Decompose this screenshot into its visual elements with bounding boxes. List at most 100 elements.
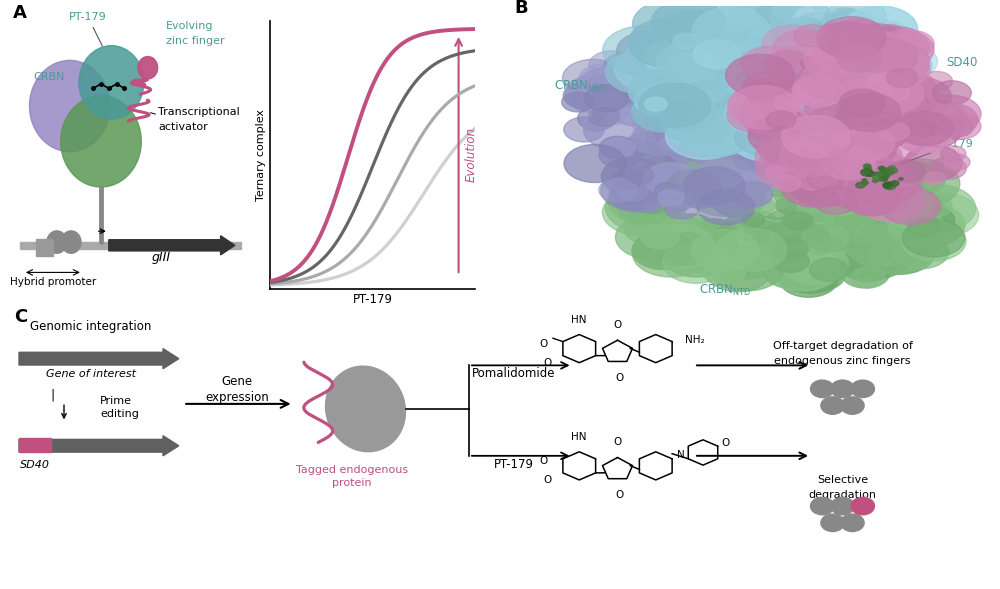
Circle shape xyxy=(704,195,724,207)
Text: CRBN$_{\rm NTD}$: CRBN$_{\rm NTD}$ xyxy=(699,283,752,299)
Circle shape xyxy=(756,148,816,185)
Circle shape xyxy=(707,111,750,137)
Circle shape xyxy=(645,27,687,53)
Circle shape xyxy=(712,218,787,264)
Circle shape xyxy=(764,155,784,167)
Circle shape xyxy=(860,179,906,207)
Circle shape xyxy=(764,209,813,240)
Circle shape xyxy=(753,125,782,143)
Circle shape xyxy=(654,117,699,145)
Circle shape xyxy=(882,168,894,176)
Circle shape xyxy=(884,182,896,190)
Circle shape xyxy=(672,112,737,151)
Circle shape xyxy=(707,124,730,138)
Circle shape xyxy=(857,121,924,162)
Circle shape xyxy=(915,194,952,217)
Circle shape xyxy=(814,55,871,91)
Text: zinc finger: zinc finger xyxy=(166,36,225,46)
Circle shape xyxy=(796,18,877,68)
Circle shape xyxy=(753,199,776,213)
Circle shape xyxy=(904,100,967,138)
Circle shape xyxy=(840,113,902,151)
Circle shape xyxy=(578,82,608,101)
Circle shape xyxy=(811,276,833,290)
Circle shape xyxy=(864,122,908,148)
Circle shape xyxy=(747,105,788,130)
Circle shape xyxy=(762,25,823,62)
Circle shape xyxy=(666,170,721,204)
Circle shape xyxy=(765,148,807,174)
Circle shape xyxy=(868,30,920,61)
Circle shape xyxy=(839,89,885,117)
Circle shape xyxy=(731,181,773,207)
Circle shape xyxy=(700,48,742,74)
Circle shape xyxy=(673,180,697,194)
Circle shape xyxy=(890,181,899,186)
Circle shape xyxy=(718,87,756,110)
Circle shape xyxy=(750,108,817,149)
Circle shape xyxy=(798,118,820,131)
Circle shape xyxy=(716,0,772,34)
Text: Evolving: Evolving xyxy=(166,21,214,31)
Circle shape xyxy=(564,117,604,142)
Circle shape xyxy=(878,45,930,77)
Circle shape xyxy=(726,183,766,208)
Circle shape xyxy=(697,60,721,75)
Circle shape xyxy=(811,380,834,398)
Circle shape xyxy=(779,254,843,293)
Circle shape xyxy=(851,380,874,398)
Circle shape xyxy=(758,156,785,173)
Circle shape xyxy=(832,184,859,201)
Circle shape xyxy=(620,153,679,188)
Circle shape xyxy=(644,163,697,196)
Circle shape xyxy=(743,117,764,130)
Circle shape xyxy=(743,158,789,186)
Circle shape xyxy=(772,237,808,260)
Circle shape xyxy=(757,220,832,266)
Circle shape xyxy=(658,128,694,151)
Circle shape xyxy=(584,112,644,149)
Circle shape xyxy=(679,242,729,273)
Circle shape xyxy=(860,167,904,193)
Circle shape xyxy=(841,258,890,288)
Circle shape xyxy=(845,97,865,109)
Circle shape xyxy=(637,196,667,214)
Circle shape xyxy=(789,163,860,207)
Circle shape xyxy=(681,90,743,128)
Circle shape xyxy=(648,77,677,95)
Circle shape xyxy=(562,59,624,97)
Circle shape xyxy=(843,6,918,52)
Circle shape xyxy=(752,160,772,171)
Circle shape xyxy=(683,167,745,205)
Circle shape xyxy=(728,126,767,150)
Circle shape xyxy=(756,54,816,91)
Circle shape xyxy=(794,25,830,47)
Circle shape xyxy=(823,81,867,108)
Text: Transcriptional: Transcriptional xyxy=(158,107,240,117)
Circle shape xyxy=(863,170,870,174)
Circle shape xyxy=(726,66,795,108)
Circle shape xyxy=(791,225,856,265)
Circle shape xyxy=(822,185,851,203)
Circle shape xyxy=(797,183,825,200)
Circle shape xyxy=(735,120,792,155)
Circle shape xyxy=(808,87,876,129)
Circle shape xyxy=(755,149,819,188)
Circle shape xyxy=(864,70,895,88)
Circle shape xyxy=(889,210,946,246)
Circle shape xyxy=(617,183,648,201)
Circle shape xyxy=(807,240,832,255)
Circle shape xyxy=(690,219,737,248)
Circle shape xyxy=(838,159,887,189)
Circle shape xyxy=(889,168,898,173)
Circle shape xyxy=(669,115,720,147)
Circle shape xyxy=(676,110,754,157)
Circle shape xyxy=(839,93,901,131)
Circle shape xyxy=(732,32,790,67)
Circle shape xyxy=(895,118,952,153)
Circle shape xyxy=(871,47,932,84)
Circle shape xyxy=(608,177,687,225)
Circle shape xyxy=(754,85,831,132)
Circle shape xyxy=(762,251,823,289)
Circle shape xyxy=(886,182,891,186)
